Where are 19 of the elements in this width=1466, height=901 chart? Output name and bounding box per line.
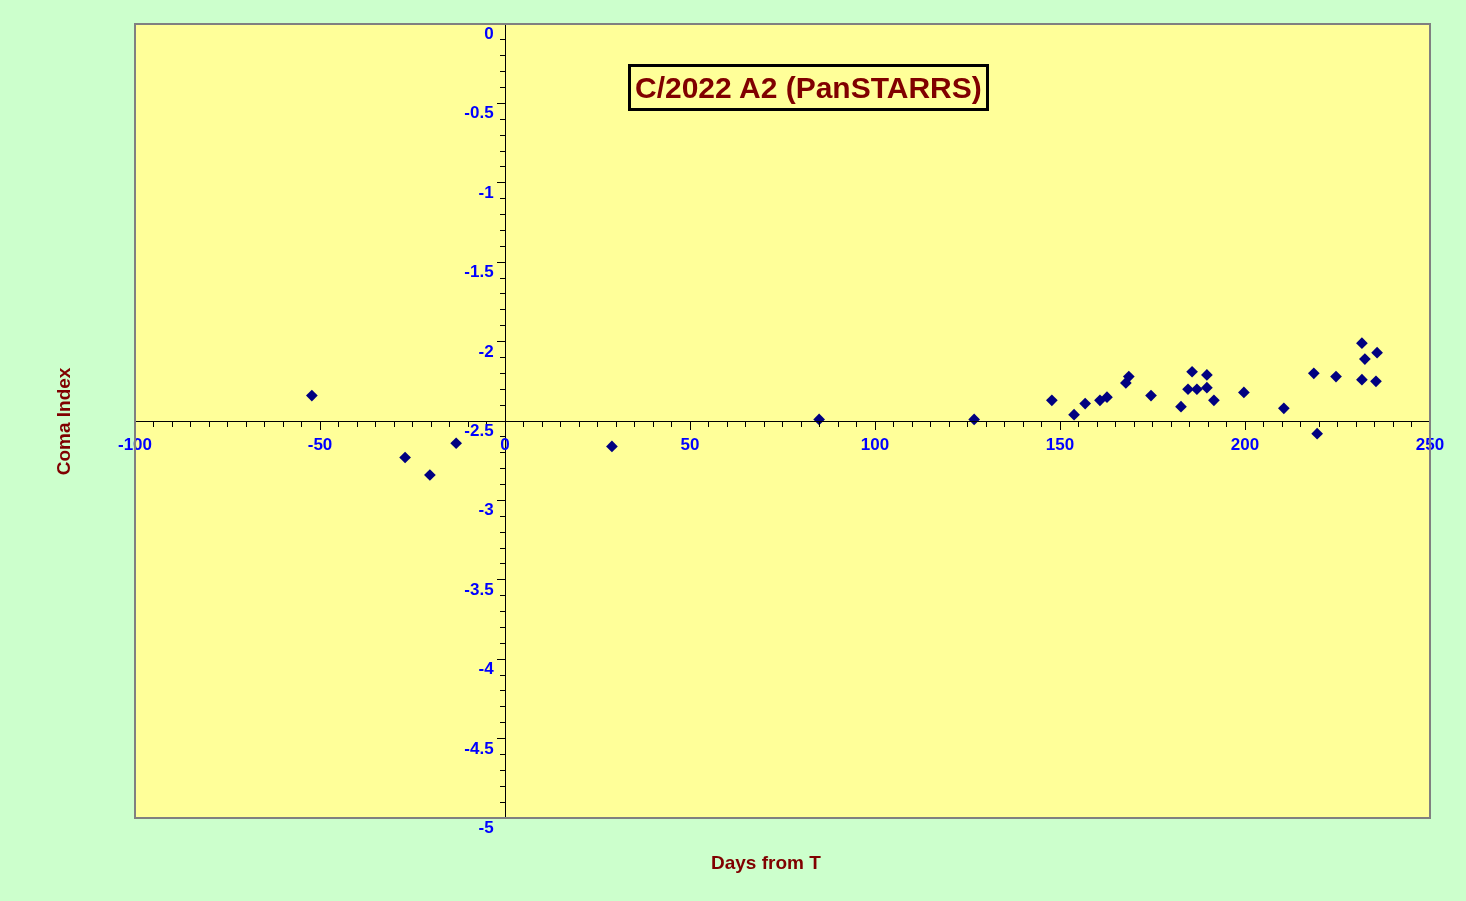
y-tick-label: -4 [478,659,495,679]
x-axis-title: Days from T [711,852,822,873]
y-tick-label: 0 [484,23,494,43]
y-tick-label: -2.5 [464,420,494,440]
x-tick-label: -50 [307,435,333,455]
y-tick-label: -1.5 [464,262,494,282]
y-tick-label: -1 [478,182,494,202]
y-tick-label: -3 [478,500,494,520]
x-tick-label: 150 [1045,435,1075,455]
y-tick-label: -4.5 [464,738,494,758]
y-axis-title: Coma Index [53,367,75,476]
x-tick-label: 50 [680,435,700,455]
y-tick-label: -0.5 [464,103,494,123]
y-tick-label: -5 [478,817,494,837]
x-tick-label: 200 [1230,435,1260,455]
y-tick-label: -3.5 [464,579,494,599]
y-tick-label: -2 [478,341,494,361]
text: C/2022 A2 (PanSTARRS) [635,71,982,104]
x-tick-label: 100 [860,435,890,455]
